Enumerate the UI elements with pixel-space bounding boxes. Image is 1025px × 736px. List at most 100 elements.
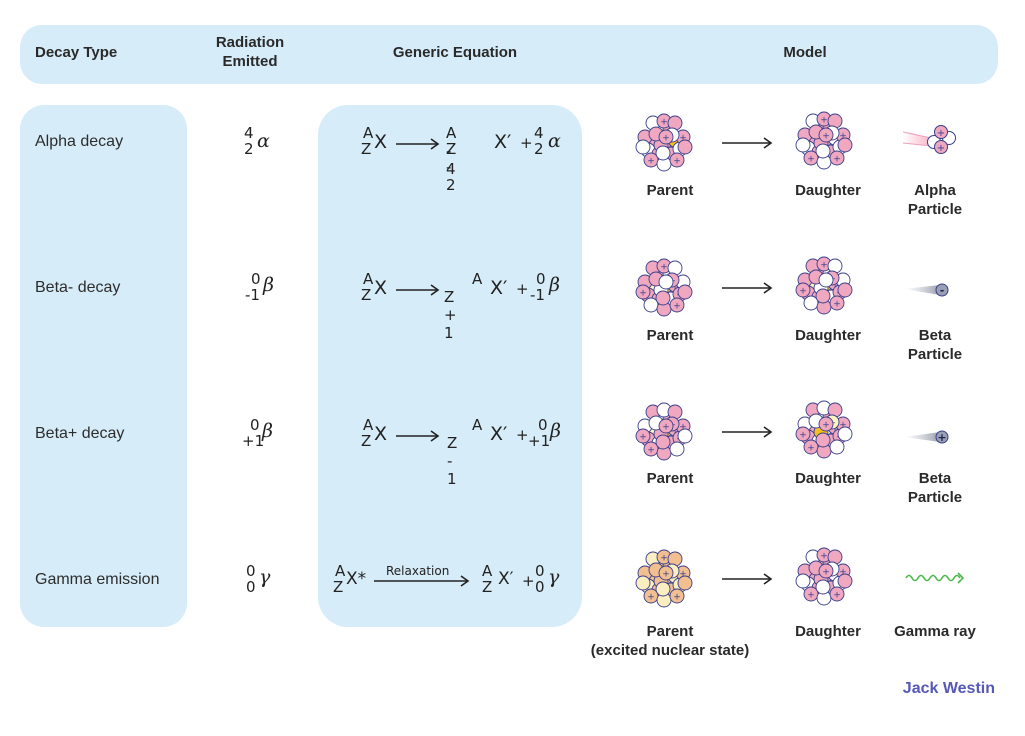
brand-logo: Jack Westin [902, 680, 995, 697]
header-equation: Generic Equation [392, 44, 518, 61]
svg-text:+: + [673, 157, 681, 167]
eq-emitted-charge: -1 [530, 286, 545, 304]
svg-text:+: + [820, 261, 828, 271]
gamma-wave [905, 572, 965, 584]
caption-particle-line2: Particle [907, 201, 963, 218]
parent-nucleus: ++++++++ [635, 258, 693, 317]
svg-text:+: + [660, 118, 668, 128]
alpha-particle: + + [902, 125, 956, 154]
eq-emitted-charge: 0 [535, 578, 545, 596]
svg-text:+: + [833, 300, 841, 310]
decay-type-alpha: Alpha decay [35, 133, 124, 150]
svg-text:+: + [647, 593, 655, 603]
eq-daughter-mass: A - 4 [446, 124, 457, 178]
daughter-nucleus: ++++++++ [795, 547, 853, 606]
svg-text:+: + [807, 591, 815, 601]
eq-emitted-mass: 0 [536, 270, 546, 288]
svg-text:+: + [639, 433, 647, 443]
caption-parent: Parent [646, 182, 694, 199]
radiation-symbol: β [262, 420, 273, 442]
eq-parent-charge: Z [333, 578, 344, 596]
decay-type-gamma: Gamma emission [35, 571, 160, 588]
eq-daughter-mass: A [472, 416, 483, 434]
radiation-symbol: γ [259, 566, 271, 588]
svg-text:+: + [799, 287, 807, 297]
svg-text:+: + [647, 446, 655, 456]
eq-emitted-symbol: β [550, 420, 561, 442]
header-bar [20, 25, 998, 84]
eq-daughter-charge: Z [482, 578, 493, 596]
caption-particle-line2: Particle [907, 346, 963, 363]
svg-text:+: + [937, 143, 945, 154]
caption-parent: Parent [646, 470, 694, 487]
eq-parent-symbol: X [374, 423, 388, 445]
daughter-nucleus: ++++++++ [795, 111, 853, 170]
eq-parent-charge: Z [361, 432, 372, 450]
svg-text:+: + [660, 263, 668, 273]
eq-emitted-charge: 2 [534, 140, 544, 158]
eq-daughter-charge: Z - 2 [446, 140, 457, 194]
eq-daughter-symbol: X′ [490, 423, 508, 445]
eq-daughter-symbol: X′ [494, 131, 512, 153]
eq-daughter-symbol: X′ [498, 569, 514, 589]
radiation-charge: -1 [245, 286, 260, 304]
eq-daughter-charge: Z + 1 [444, 288, 457, 342]
svg-text:+: + [822, 568, 830, 578]
eq-daughter-symbol: X′ [490, 277, 508, 299]
caption-gamma-ray: Gamma ray [894, 623, 976, 640]
eq-emitted-symbol: γ [548, 566, 560, 588]
svg-text:+: + [839, 421, 847, 431]
eq-emitted-charge: +1 [528, 432, 551, 450]
header-radiation-line2: Emitted [222, 53, 278, 70]
caption-particle: Beta Particle [890, 326, 980, 364]
svg-text:+: + [833, 155, 841, 165]
eq-parent-charge: Z [361, 286, 372, 304]
svg-text:+: + [839, 132, 847, 142]
daughter-nucleus: ++++++++ [795, 400, 853, 459]
radiation-symbol: β [263, 274, 274, 296]
eq-parent-mass: A [363, 270, 374, 288]
eq-parent-mass: A [335, 562, 346, 580]
eq-emitted-symbol: β [549, 274, 560, 296]
reaction-arrow [396, 430, 440, 442]
eq-plus: + [516, 426, 529, 444]
svg-text:+: + [839, 568, 847, 578]
daughter-nucleus: ++++++++ [795, 256, 853, 315]
radiation-symbol: α [257, 130, 270, 152]
eq-emitted-mass: 0 [538, 416, 548, 434]
svg-text:+: + [679, 423, 687, 433]
parent-nucleus: ++++++++ [635, 402, 693, 461]
svg-text:+: + [647, 157, 655, 167]
caption-parent-line1: Parent [646, 623, 694, 640]
svg-text:+: + [799, 431, 807, 441]
decay-type-beta-plus: Beta+ decay [35, 425, 125, 442]
eq-parent-charge: Z [361, 140, 372, 158]
model-arrow-head [763, 573, 773, 585]
eq-daughter-mass: A [482, 562, 493, 580]
caption-daughter: Daughter [795, 623, 861, 640]
svg-text:+: + [639, 289, 647, 299]
svg-text:+: + [662, 570, 670, 580]
reaction-arrow [396, 138, 440, 150]
parent-nucleus: ++++++++ [635, 113, 693, 172]
radiation-mass: 0 [251, 270, 261, 288]
radiation-charge: 2 [244, 140, 254, 158]
svg-text:+: + [807, 155, 815, 165]
svg-text:+: + [937, 128, 945, 139]
caption-particle-line2: Particle [907, 489, 963, 506]
radiation-charge: +1 [242, 432, 265, 450]
electron-particle: - [904, 283, 949, 297]
arrow-label: Relaxation [386, 564, 450, 578]
positron-particle: + [904, 430, 949, 444]
radiation-mass: 0 [246, 562, 256, 580]
svg-text:+: + [673, 302, 681, 312]
eq-emitted-mass: 0 [535, 562, 545, 580]
model-arrow-head [763, 426, 773, 438]
svg-text:+: + [662, 134, 670, 144]
caption-particle-line1: Beta [918, 327, 952, 344]
caption-daughter: Daughter [795, 327, 861, 344]
eq-daughter-charge: Z - 1 [447, 434, 458, 488]
eq-emitted-symbol: α [548, 130, 561, 152]
svg-text:+: + [820, 116, 828, 126]
